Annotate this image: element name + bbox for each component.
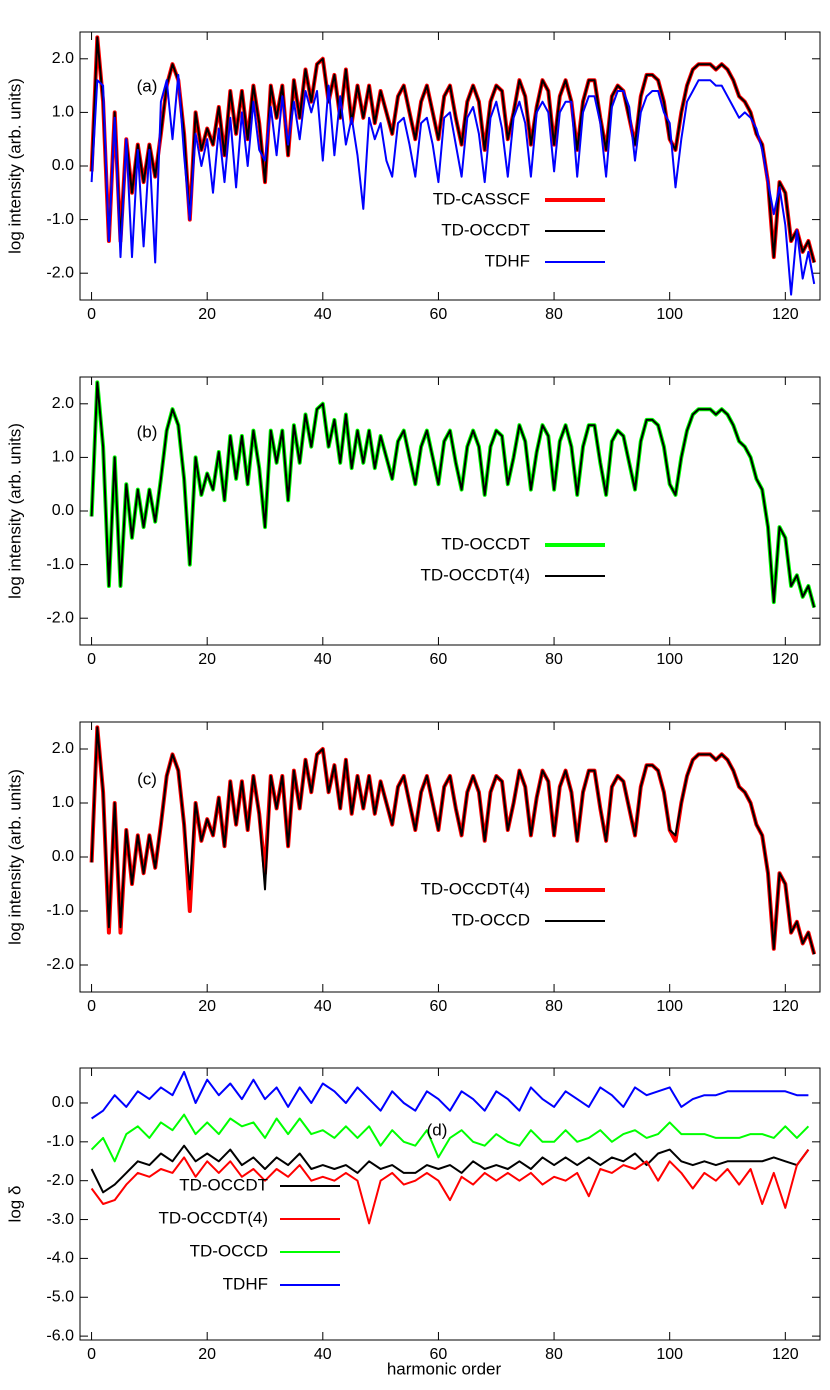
y-tick-label: -2.0 xyxy=(46,609,74,626)
data-line xyxy=(90,381,816,608)
legend-label: TD-OCCDT xyxy=(441,534,530,553)
y-tick-label: -6.0 xyxy=(46,1327,74,1344)
axes-frame xyxy=(79,31,821,301)
x-tick-label: 80 xyxy=(545,651,563,668)
legend-label: TDHF xyxy=(485,251,530,270)
x-tick-label: 20 xyxy=(198,306,216,323)
y-tick-label: 1.0 xyxy=(52,794,74,811)
y-tick-label: 0.0 xyxy=(52,502,74,519)
x-tick-label: 100 xyxy=(656,651,683,668)
data-line xyxy=(90,1113,810,1163)
y-tick-label: 0.0 xyxy=(52,1094,74,1111)
legend-label: TD-OCCDT(4) xyxy=(158,1208,268,1227)
x-tick-label: 0 xyxy=(87,306,96,323)
x-tick-label: 0 xyxy=(87,651,96,668)
y-tick-label: -5.0 xyxy=(46,1288,74,1305)
y-tick-label: 0.0 xyxy=(52,848,74,865)
y-tick-label: 0.0 xyxy=(52,157,74,174)
x-tick-label: 60 xyxy=(430,306,448,323)
legend-label: TD-CASSCF xyxy=(433,189,530,208)
axes-frame xyxy=(79,376,821,646)
y-axis-label: log intensity (arb. units) xyxy=(5,423,24,599)
legend-label: TD-OCCDT xyxy=(179,1175,268,1194)
x-tick-label: 100 xyxy=(656,998,683,1015)
legend-label: TD-OCCD xyxy=(452,910,530,929)
plot-area xyxy=(89,35,817,296)
y-tick-label: 1.0 xyxy=(52,449,74,466)
y-axis-label: log intensity (arb. units) xyxy=(5,769,24,945)
data-line xyxy=(91,1070,809,1120)
y-tick-label: 2.0 xyxy=(52,395,74,412)
x-tick-label: 80 xyxy=(545,998,563,1015)
y-tick-label: -2.0 xyxy=(46,264,74,281)
x-tick-label: 20 xyxy=(198,651,216,668)
y-tick-label: -1.0 xyxy=(46,902,74,919)
y-tick-label: 1.0 xyxy=(52,104,74,121)
x-tick-label: 40 xyxy=(314,1346,332,1363)
axes-frame xyxy=(79,1067,821,1341)
panel-label: (d) xyxy=(427,1120,448,1139)
x-tick-label: 120 xyxy=(772,998,799,1015)
y-tick-label: -4.0 xyxy=(46,1250,74,1267)
y-axis-label: log intensity (arb. units) xyxy=(5,78,24,254)
x-tick-label: 120 xyxy=(772,1346,799,1363)
x-axis-label: harmonic order xyxy=(387,1359,502,1378)
x-tick-label: 100 xyxy=(656,306,683,323)
y-tick-label: 2.0 xyxy=(52,50,74,67)
panel-label: (a) xyxy=(137,76,158,95)
data-line xyxy=(90,73,816,296)
legend-label: TD-OCCDT(4) xyxy=(420,565,530,584)
x-tick-label: 40 xyxy=(314,651,332,668)
x-tick-label: 0 xyxy=(87,998,96,1015)
data-line xyxy=(90,1144,810,1194)
x-tick-label: 20 xyxy=(198,1346,216,1363)
axes-frame xyxy=(79,721,821,993)
x-tick-label: 120 xyxy=(772,651,799,668)
x-tick-label: 80 xyxy=(545,1346,563,1363)
y-tick-label: -1.0 xyxy=(46,211,74,228)
data-line xyxy=(90,726,816,955)
x-tick-label: 20 xyxy=(198,998,216,1015)
data-line xyxy=(90,1149,810,1225)
y-axis-label: log δ xyxy=(5,1186,24,1223)
panel-label: (c) xyxy=(137,769,157,788)
x-tick-label: 120 xyxy=(772,306,799,323)
x-tick-label: 60 xyxy=(430,651,448,668)
x-tick-label: 100 xyxy=(656,1346,683,1363)
data-line xyxy=(90,36,816,263)
plot-area xyxy=(89,380,817,609)
y-tick-label: -2.0 xyxy=(46,956,74,973)
y-tick-label: -1.0 xyxy=(46,1133,74,1150)
legend-label: TD-OCCD xyxy=(190,1241,268,1260)
x-tick-label: 40 xyxy=(314,306,332,323)
y-tick-label: -3.0 xyxy=(46,1211,74,1228)
legend-label: TD-OCCDT xyxy=(441,220,530,239)
y-tick-label: -2.0 xyxy=(46,1172,74,1189)
x-tick-label: 40 xyxy=(314,998,332,1015)
y-tick-label: -1.0 xyxy=(46,556,74,573)
plot-area xyxy=(89,725,817,955)
legend-label: TD-OCCDT(4) xyxy=(420,879,530,898)
x-tick-label: 60 xyxy=(430,1346,448,1363)
x-tick-label: 0 xyxy=(87,1346,96,1363)
panel-label: (b) xyxy=(137,422,158,441)
legend-label: TDHF xyxy=(223,1274,268,1293)
y-tick-label: 2.0 xyxy=(52,740,74,757)
plot-area xyxy=(90,1070,810,1225)
x-tick-label: 60 xyxy=(430,998,448,1015)
x-tick-label: 80 xyxy=(545,306,563,323)
